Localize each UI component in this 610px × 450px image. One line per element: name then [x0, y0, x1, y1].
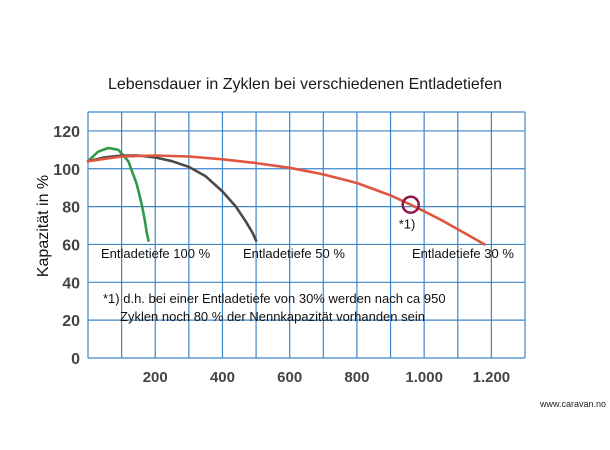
x-tick-label: 1.000: [405, 369, 443, 386]
x-tick-label: 400: [210, 369, 235, 386]
y-ticks: 0 20 40 60 80 100 120: [53, 124, 80, 368]
marker-circle: [401, 195, 420, 214]
series-label-100: Entladetiefe 100 %: [101, 246, 211, 261]
x-tick-label: 800: [344, 369, 369, 386]
y-tick-label: 120: [53, 124, 80, 141]
credit-text: www.caravan.no: [539, 399, 606, 409]
marker-label: *1): [399, 217, 416, 232]
chart-title: Lebensdauer in Zyklen bei verschiedenen …: [108, 76, 502, 93]
series-label-30: Entladetiefe 30 %: [412, 246, 514, 261]
y-tick-label: 0: [71, 351, 80, 368]
y-tick-label: 60: [62, 237, 80, 254]
series-label-50: Entladetiefe 50 %: [243, 246, 345, 261]
x-tick-label: 1.200: [473, 369, 511, 386]
x-tick-label: 200: [143, 369, 168, 386]
y-tick-label: 100: [53, 162, 80, 179]
series-group: [86, 146, 486, 246]
series-line-0: [86, 146, 150, 242]
y-tick-label: 20: [62, 313, 80, 330]
y-tick-label: 40: [62, 275, 80, 292]
x-tick-label: 600: [277, 369, 302, 386]
series-line-2: [86, 154, 486, 246]
y-tick-label: 80: [62, 200, 80, 217]
annotation-line-1: *1) d.h. bei einer Entladetiefe von 30% …: [103, 291, 446, 306]
y-axis-label: Kapazität in %: [35, 175, 52, 277]
x-ticks: 200 400 600 800 1.000 1.200: [143, 369, 510, 386]
annotation-line-2: Zyklen noch 80 % der Nennkapazität vorha…: [120, 309, 425, 324]
grid: [87, 111, 526, 359]
